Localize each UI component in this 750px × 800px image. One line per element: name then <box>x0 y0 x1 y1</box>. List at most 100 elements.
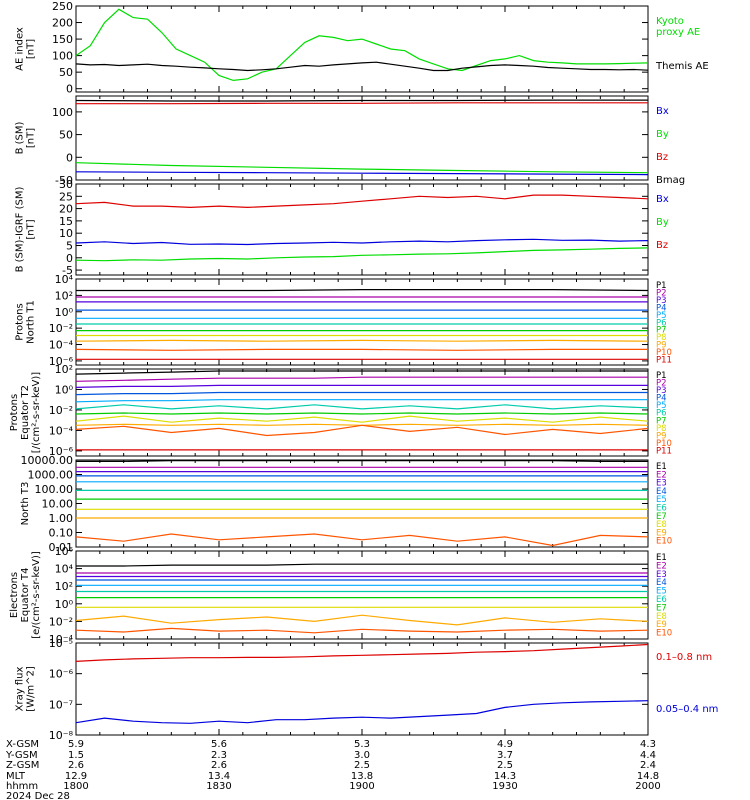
x-axis-value: 5.6 <box>211 739 227 750</box>
y-tick-label: -50 <box>55 174 73 187</box>
x-axis-value: 2.5 <box>354 760 370 771</box>
series-line-ae-0 <box>75 8 649 82</box>
series-line-bsm-0 <box>75 171 649 176</box>
legend-label: proxy AE <box>656 27 700 38</box>
legend-label: Themis AE <box>655 61 709 72</box>
series-line-bigrf-2 <box>75 194 649 209</box>
channel-label: P8 <box>656 333 667 343</box>
y-tick-label: 10⁻² <box>49 404 73 417</box>
x-axis-value: 5.9 <box>68 739 84 750</box>
y-tick-label: 10⁰ <box>55 383 74 396</box>
channel-label: E1 <box>656 462 667 472</box>
y-axis-label: Protons <box>15 303 26 340</box>
series-line-bsm-2 <box>76 102 648 105</box>
y-axis-label: [nT] <box>26 219 37 239</box>
y-axis-label: [e/(cm²-s-sr-keV)] <box>31 551 42 639</box>
channel-label: P11 <box>656 446 672 456</box>
channel-label: P5 <box>656 311 667 321</box>
y-axis-label: Equator T2 <box>20 385 31 440</box>
y-tick-label: 10⁴ <box>55 273 74 286</box>
y-tick-label: 10⁻² <box>49 322 73 335</box>
legend-label: Bmag <box>656 175 685 186</box>
channel-label: E5 <box>656 495 667 505</box>
channel-label: E10 <box>656 629 672 639</box>
x-axis-value: 4.4 <box>640 750 656 761</box>
y-tick-label: 10⁰ <box>55 598 74 611</box>
y-tick-label: 0 <box>66 252 73 265</box>
series-line-p2-5 <box>75 404 649 410</box>
y-tick-label: 15 <box>59 215 73 228</box>
channel-label: E7 <box>656 512 667 522</box>
x-axis-value: 5.3 <box>354 739 370 750</box>
y-axis-label: Electrons <box>9 572 20 618</box>
x-axis-value: 1930 <box>492 781 517 792</box>
y-tick-label: 10⁰ <box>55 306 74 319</box>
channel-label: E1 <box>656 553 667 563</box>
channel-label: P6 <box>656 409 667 419</box>
x-axis-value: 14.3 <box>494 771 516 782</box>
panel-frame <box>75 278 649 366</box>
y-tick-label: 10⁻⁶ <box>49 668 74 681</box>
x-axis-value: 2.5 <box>497 760 513 771</box>
channel-label: E6 <box>656 504 667 514</box>
channel-label: E9 <box>656 620 667 630</box>
x-axis-row-label: Y-GSM <box>5 750 38 761</box>
y-tick-label: 50 <box>59 129 73 142</box>
channel-label: P2 <box>656 288 667 298</box>
series-line-p1-9 <box>75 348 648 351</box>
y-tick-label: 1.00 <box>49 512 74 525</box>
y-axis-label: B (SM)-IGRF (SM) <box>15 187 26 273</box>
x-axis-row-label: MLT <box>6 771 26 782</box>
channel-label: P3 <box>656 386 667 396</box>
channel-label: P4 <box>656 303 667 313</box>
panel-frame <box>75 5 649 93</box>
y-tick-label: 10⁻⁴ <box>49 424 74 437</box>
x-axis-value: 13.8 <box>351 771 373 782</box>
x-axis-value: 2.6 <box>211 760 227 771</box>
panel-xray: 10⁻⁵ 10⁻⁶ 10⁻⁷ 10⁻⁸ Xray flux [W/m^2] 0.1–0.8 … <box>15 637 719 742</box>
x-axis-value: 2.6 <box>68 760 84 771</box>
series-line-p2-7 <box>75 415 649 423</box>
channel-label: E3 <box>656 570 667 580</box>
y-tick-label: 10⁻⁵ <box>49 637 73 650</box>
x-axis-value: 3.0 <box>354 750 370 761</box>
y-axis-label: North T3 <box>20 482 31 526</box>
series-line-bigrf-1 <box>75 247 649 262</box>
series-line-p1-8 <box>75 339 649 342</box>
channel-label: P6 <box>656 318 667 328</box>
channel-label: E3 <box>656 479 667 489</box>
y-tick-label: 10⁶ <box>55 545 74 558</box>
x-axis-row-label: X-GSM <box>6 739 39 750</box>
x-axis-value: 13.4 <box>208 771 230 782</box>
panel-p2: 10² 10⁰ 10⁻² 10⁻⁴ 10⁻⁶ Protons Equator T2 [/(cm… <box>9 363 672 458</box>
series-line-p2-3 <box>75 391 648 396</box>
y-axis-label: Protons <box>9 394 20 431</box>
y-tick-label: 25 <box>59 190 73 203</box>
channel-label: P9 <box>656 431 667 441</box>
y-tick-label: 10⁻⁸ <box>49 729 74 742</box>
y-tick-label: 0 <box>66 151 73 164</box>
series-line-p2-6 <box>75 412 649 415</box>
x-axis-value: 4.9 <box>497 739 513 750</box>
channel-label: E2 <box>656 470 667 480</box>
legend-label: Bx <box>656 194 669 205</box>
panel-p1: 10⁴ 10² 10⁰ 10⁻² 10⁻⁴ 10⁻⁶ Protons North T1 P1P2… <box>15 273 672 368</box>
channel-label: E2 <box>656 561 667 571</box>
channel-label: E6 <box>656 595 667 605</box>
x-axis-table: X-GSMY-GSMZ-GSMMLThhmm5.91.52.612.918005… <box>5 739 661 800</box>
y-tick-label: 0.10 <box>49 527 74 540</box>
panel-frame <box>75 95 649 181</box>
y-axis-label: Equator T4 <box>20 568 31 623</box>
series-line-e1-9 <box>75 533 649 547</box>
y-tick-label: 10² <box>55 289 73 302</box>
series-line-p2-1 <box>75 376 648 382</box>
series-line-xray-1 <box>75 700 649 724</box>
y-axis-label: North T1 <box>26 300 37 344</box>
panel-frame <box>75 183 649 276</box>
channel-label: E10 <box>656 537 672 547</box>
y-tick-label: 5 <box>66 239 73 252</box>
y-tick-label: 10⁻² <box>49 615 73 628</box>
channel-label: P5 <box>656 401 667 411</box>
